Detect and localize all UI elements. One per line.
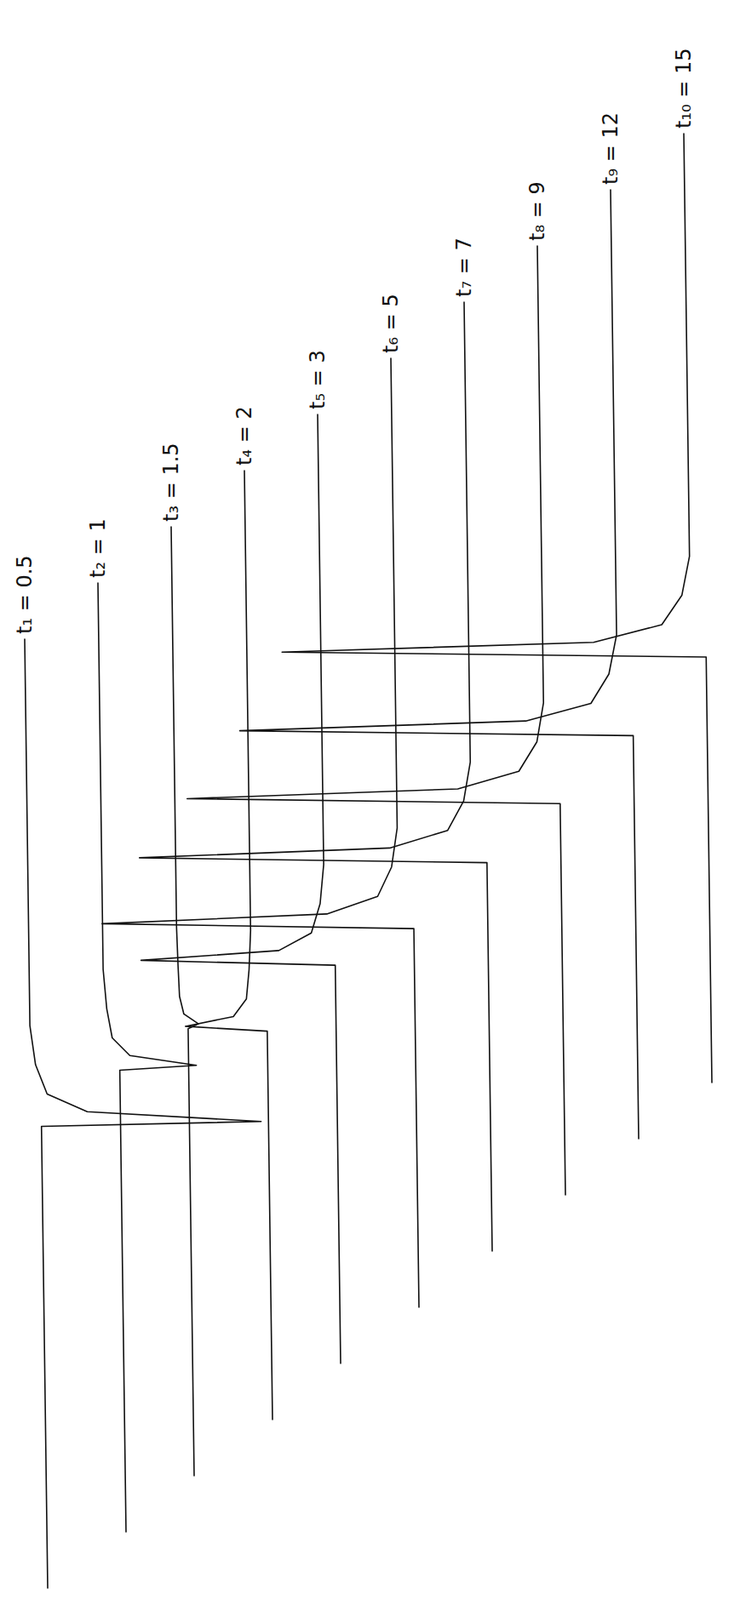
trace-label: t₄ = 2: [232, 406, 257, 466]
trace: [97, 583, 197, 1533]
labels: t₁ = 0.5 t₂ = 1 t₃ = 1.5 t₄ = 2 t₅ = 3 t₆ = 5…: [12, 47, 696, 635]
traces: [24, 133, 712, 1589]
trace: [185, 470, 273, 1421]
trace: [102, 358, 419, 1308]
trace-label: t₃ = 1.5: [159, 442, 184, 523]
trace-label: t₆ = 5: [378, 293, 403, 354]
chart: t₁ = 0.5 t₂ = 1 t₃ = 1.5 t₄ = 2 t₅ = 3 t₆ = 5…: [0, 0, 740, 1600]
trace: [187, 246, 566, 1196]
trace: [171, 527, 199, 1477]
trace-label: t₁ = 0.5: [12, 555, 37, 635]
trace-label: t₇ = 7: [452, 237, 477, 298]
trace-label: t₈ = 9: [525, 181, 550, 241]
trace-label: t₂ = 1: [86, 518, 110, 579]
trace: [281, 133, 712, 1084]
trace: [141, 414, 341, 1365]
trace: [240, 189, 639, 1140]
trace-label: t₉ = 12: [598, 112, 623, 185]
trace: [139, 302, 493, 1252]
trace-label: t₅ = 3: [305, 349, 330, 410]
trace: [24, 639, 262, 1589]
trace-label: t₁₀ = 15: [671, 47, 696, 129]
